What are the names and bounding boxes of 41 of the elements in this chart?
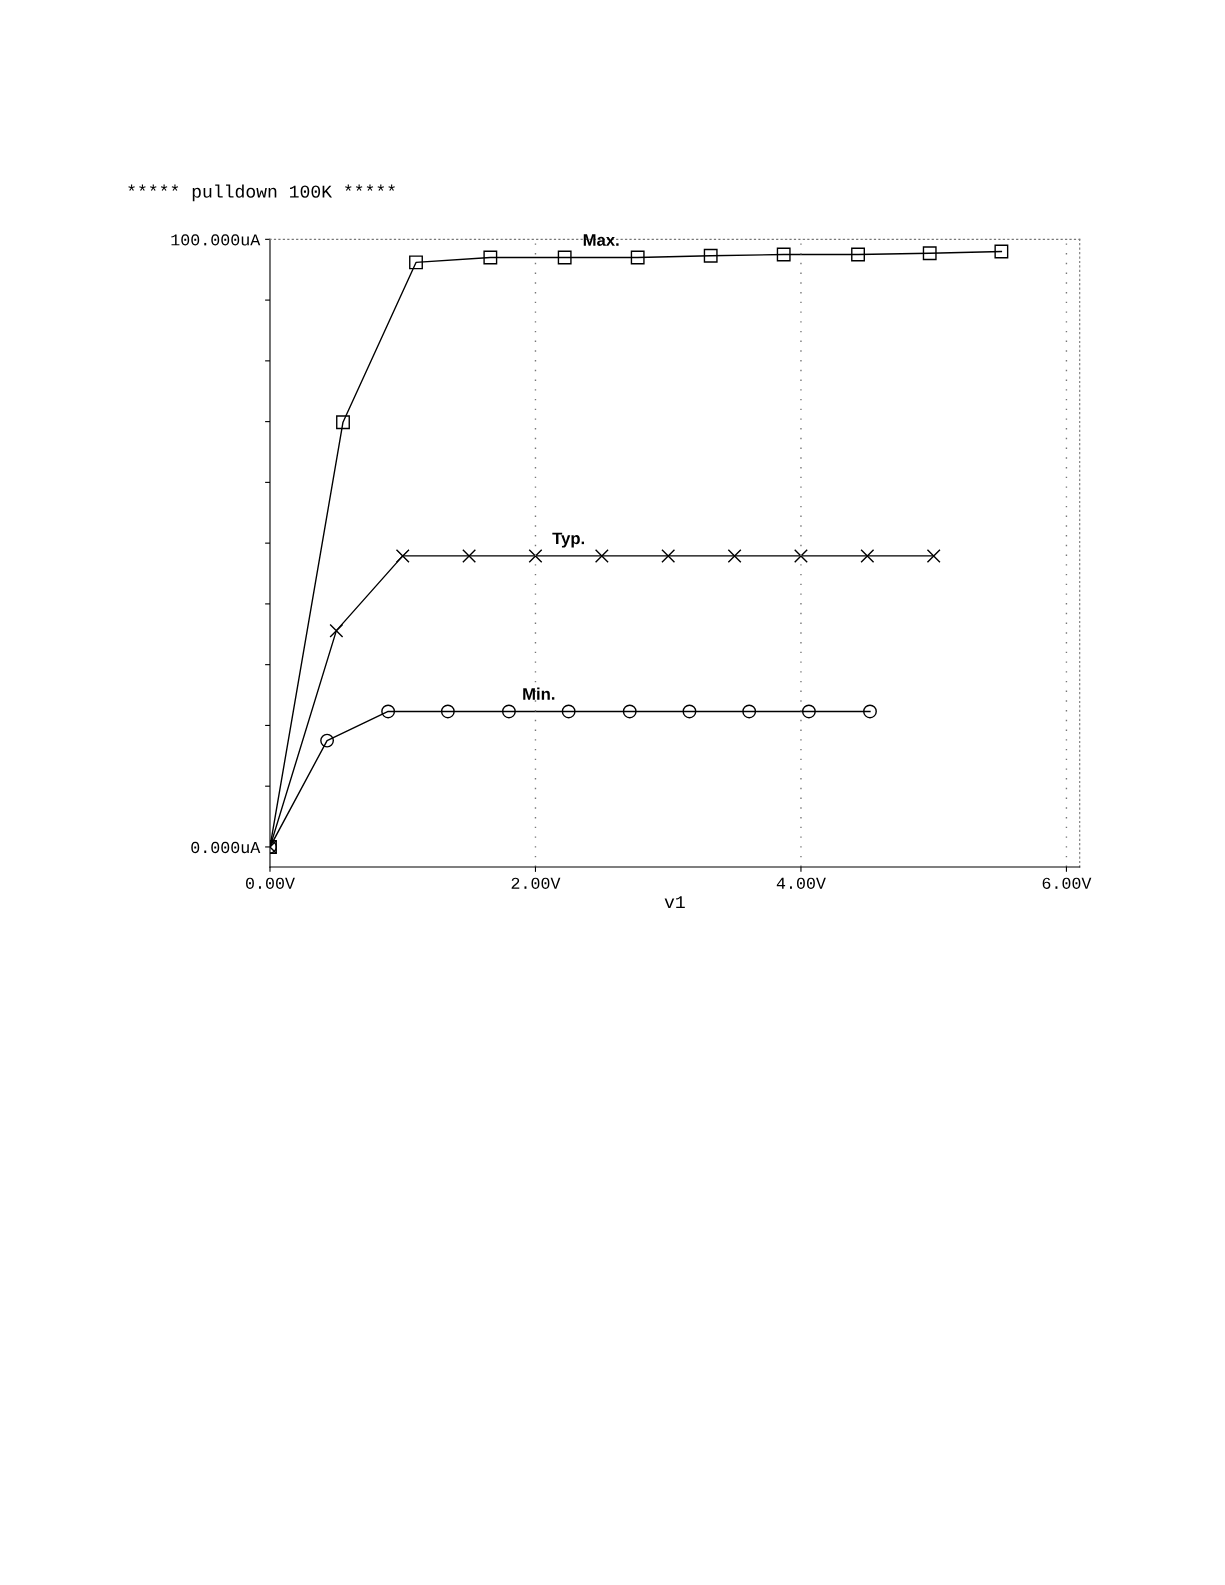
point <box>794 548 808 563</box>
point <box>440 704 455 719</box>
point <box>561 704 576 719</box>
chart-title: ***** pulldown 100K ***** <box>128 184 395 202</box>
y-tick-label: 100.000uA <box>171 234 261 246</box>
point <box>462 548 477 563</box>
point <box>682 704 697 719</box>
point <box>320 733 335 748</box>
series-label: Max. <box>583 234 619 246</box>
point <box>703 248 718 263</box>
point <box>801 704 816 719</box>
point <box>557 250 572 265</box>
point <box>863 704 877 719</box>
series-label: Min. <box>523 687 555 700</box>
point <box>994 244 1009 259</box>
point <box>336 415 350 430</box>
point <box>528 548 543 563</box>
x-tick-label: 0.00V <box>245 877 295 889</box>
point <box>381 704 396 719</box>
point <box>594 548 609 563</box>
point <box>742 704 757 719</box>
point <box>395 548 410 563</box>
point <box>851 247 865 262</box>
point <box>501 704 516 719</box>
point <box>860 548 875 563</box>
x-tick-label: 4.00V <box>776 877 826 889</box>
point <box>727 548 742 563</box>
point <box>483 250 498 265</box>
point <box>329 623 344 638</box>
point <box>922 246 937 261</box>
point <box>776 247 791 262</box>
x-axis-title: v1 <box>664 896 685 909</box>
point <box>926 548 941 563</box>
point <box>630 250 645 265</box>
series-label: Typ. <box>552 532 585 548</box>
x-tick-label: 2.00V <box>511 877 561 889</box>
y-tick-label: 0.000uA <box>191 841 261 854</box>
point <box>661 548 676 563</box>
point <box>409 255 423 270</box>
point <box>622 704 637 719</box>
x-tick-label: 6.00V <box>1042 877 1092 889</box>
